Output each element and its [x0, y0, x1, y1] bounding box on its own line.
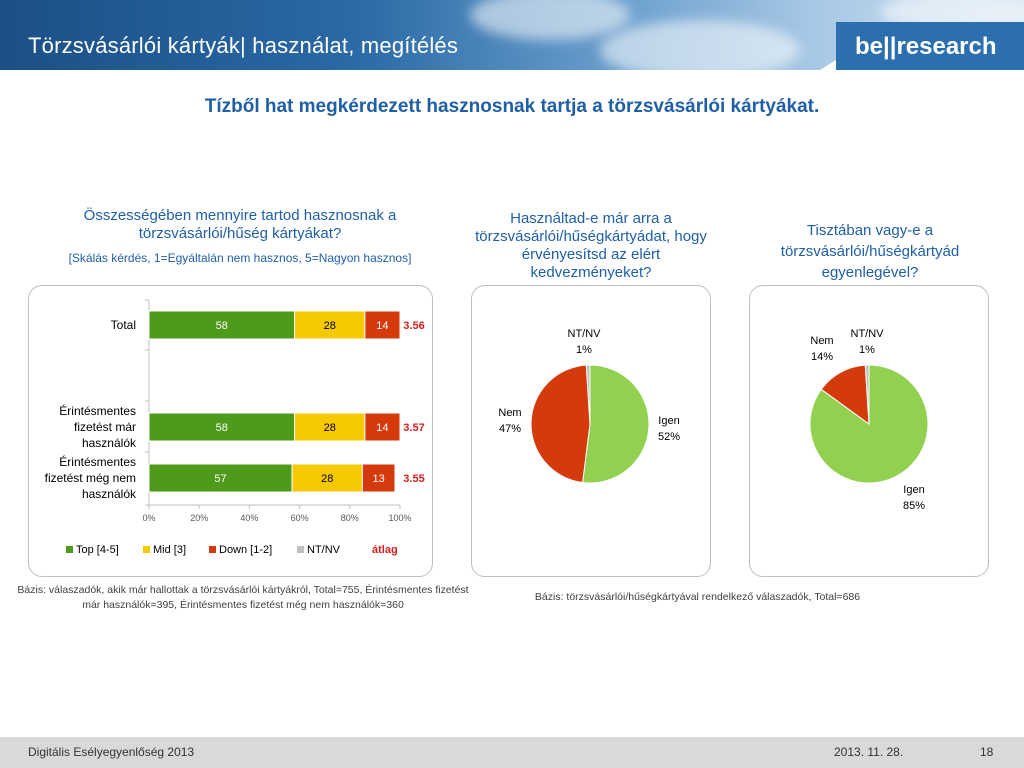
pie-slice: [809, 364, 929, 484]
pie-base-note: Bázis: törzsvásárlói/hűségkártyával rend…: [534, 591, 861, 603]
footer-title: Digitális Esélyegyenlőség 2013: [28, 745, 195, 759]
pie-slice-label: Nem: [498, 407, 521, 419]
legend-label: NT/NV: [307, 544, 341, 556]
pie-slice-value: 1%: [859, 344, 875, 356]
pie-slice: [585, 364, 591, 425]
bar-data-label: 58: [216, 320, 228, 332]
bar-data-label: 13: [373, 473, 385, 485]
pie-slice-value: 47%: [499, 423, 521, 435]
logo-box: [836, 22, 1024, 70]
bar-segment: [148, 412, 296, 442]
x-tick-label: 100%: [388, 513, 411, 523]
bar-data-label: 28: [324, 422, 336, 434]
pie-slice-label: NT/NV: [568, 328, 602, 340]
bar-segment: [148, 463, 293, 493]
bar-chart-subtitle: [Skálás kérdés, 1=Egyáltalán nem hasznos…: [68, 251, 412, 265]
footer: Digitális Esélyegyenlőség 2013 2013. 11.…: [0, 737, 1024, 768]
average-label: 3.56: [403, 320, 424, 332]
pie-slice-value: 14%: [811, 351, 833, 363]
bar-segment: [361, 463, 396, 493]
bar-segment: [364, 310, 401, 340]
pie-slice-value: 52%: [658, 431, 680, 443]
pie-slice-value: 1%: [576, 344, 592, 356]
bar-data-label: 14: [376, 320, 388, 332]
pie-slice: [530, 364, 591, 484]
page-title: Törzsvásárlói kártyák| használat, megíté…: [28, 33, 459, 58]
legend-label: Down [1-2]: [219, 544, 272, 556]
legend-label-average: átlag: [372, 544, 398, 556]
x-tick-label: 40%: [240, 513, 258, 523]
bar-segment: [364, 412, 401, 442]
x-tick-label: 60%: [291, 513, 309, 523]
legend-swatch: [297, 546, 304, 553]
bar-data-label: 58: [216, 422, 228, 434]
category-label: Érintésmentes fizetést már használók: [59, 403, 137, 450]
footer-date: 2013. 11. 28.: [834, 745, 904, 759]
legend-label: Top [4-5]: [76, 544, 119, 556]
bar-data-label: 14: [376, 422, 388, 434]
x-tick-label: 0%: [142, 513, 155, 523]
legend-swatch: [209, 546, 216, 553]
pie2-title: Tisztában vagy-e a törzsvásárlói/hűségká…: [780, 222, 960, 281]
pie-slice-value: 85%: [903, 500, 925, 512]
page-number: 18: [980, 745, 994, 759]
header-notch: [820, 60, 836, 70]
headline: Tízből hat megkérdezett hasznosnak tartj…: [204, 96, 820, 117]
pie1-title: Használtad-e már arra a törzsvásárlói/hű…: [475, 210, 707, 281]
legend-swatch: [143, 546, 150, 553]
bar-data-label: 28: [321, 473, 333, 485]
pie-slice-label: Nem: [810, 335, 833, 347]
pie-slice-label: NT/NV: [851, 328, 885, 340]
average-label: 3.57: [403, 422, 424, 434]
pie-slice: [864, 364, 870, 425]
bar-data-label: 28: [324, 320, 336, 332]
bar-base-note: Bázis: válaszadók, akik már hallottak a …: [17, 584, 469, 611]
average-label: 3.55: [403, 473, 424, 485]
pie-slice: [582, 364, 650, 484]
bar-segment: [294, 310, 366, 340]
bar-segment: [148, 310, 296, 340]
bar-segment: [294, 412, 366, 442]
legend-swatch: [66, 546, 73, 553]
pie-slice-label: Igen: [658, 415, 679, 427]
x-tick-label: 20%: [190, 513, 208, 523]
bar-chart-title: Összességében mennyire tartod hasznosnak…: [83, 207, 397, 242]
logo: be||research: [855, 33, 997, 60]
x-tick-label: 80%: [341, 513, 359, 523]
category-label: Érintésmentes fizetést még nem használók: [45, 454, 137, 501]
bar-segment: [291, 463, 363, 493]
pie-slice-label: Igen: [903, 484, 924, 496]
category-label: Total: [111, 318, 136, 332]
pie-slice: [820, 364, 870, 426]
legend-label: Mid [3]: [153, 544, 186, 556]
bar-data-label: 57: [214, 473, 226, 485]
